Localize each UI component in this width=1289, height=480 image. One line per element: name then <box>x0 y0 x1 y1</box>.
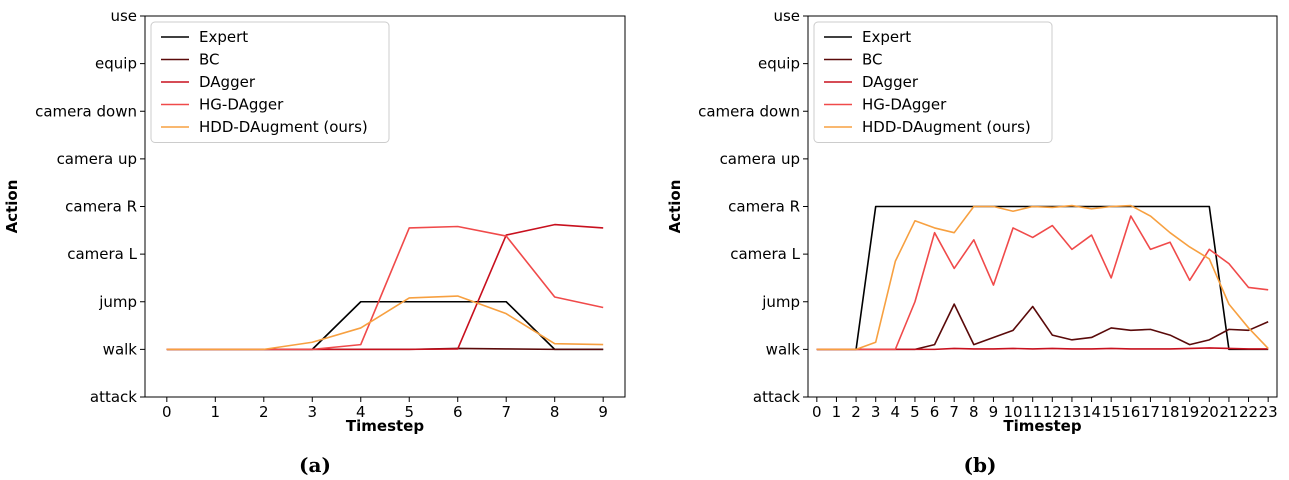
y-tick-label: camera up <box>57 150 137 168</box>
y-tick-label: use <box>773 7 800 25</box>
legend-entry: BC <box>862 51 883 69</box>
legend-entry: BC <box>199 51 220 69</box>
y-tick-label: camera R <box>65 198 137 216</box>
series-line-3 <box>816 215 1269 351</box>
x-tick-label: 9 <box>989 403 999 421</box>
x-tick-label: 1 <box>832 403 842 421</box>
y-tick-label: camera up <box>720 150 800 168</box>
x-tick-label: 19 <box>1180 403 1199 421</box>
y-tick-label: jump <box>98 293 137 311</box>
x-tick-label: 14 <box>1082 403 1101 421</box>
x-tick-label: 22 <box>1239 403 1258 421</box>
x-tick-label: 5 <box>910 403 920 421</box>
x-tick-label: 9 <box>598 403 608 421</box>
legend-entry: HDD-DAugment (ours) <box>199 118 368 136</box>
x-tick-label: 8 <box>550 403 560 421</box>
y-tick-label: attack <box>753 388 800 406</box>
y-axis-label: Action <box>666 180 684 234</box>
x-tick-label: 7 <box>949 403 959 421</box>
series-line-0 <box>166 300 604 351</box>
chart-panel-a: attack walk jump camera L camera R camera up c… <box>3 7 626 477</box>
panel-caption: (a) <box>299 453 331 477</box>
x-tick-label: 13 <box>1062 403 1081 421</box>
series-line-0 <box>816 205 1269 351</box>
x-tick-label: 10 <box>1004 403 1023 421</box>
y-tick-label: camera down <box>698 102 800 120</box>
legend-entry: HDD-DAugment (ours) <box>862 118 1031 136</box>
x-tick-label: 4 <box>356 403 366 421</box>
x-tick-label: 6 <box>453 403 463 421</box>
y-tick-label: camera L <box>67 245 137 263</box>
legend-entry: HG-DAgger <box>862 96 947 114</box>
x-tick-label: 2 <box>851 403 861 421</box>
series-line-4 <box>166 295 604 351</box>
y-tick-label: attack <box>90 388 137 406</box>
x-tick-label: 18 <box>1161 403 1180 421</box>
y-tick-label: walk <box>103 340 138 358</box>
x-tick-label: 6 <box>930 403 940 421</box>
legend-entry: Expert <box>862 28 911 46</box>
x-tick-label: 23 <box>1259 403 1278 421</box>
x-tick-label: 1 <box>211 403 221 421</box>
x-tick-label: 8 <box>969 403 979 421</box>
y-tick-label: walk <box>766 340 801 358</box>
series-line-4 <box>816 204 1269 351</box>
legend <box>150 21 390 143</box>
series-line-3 <box>166 225 604 351</box>
y-tick-label: camera R <box>728 198 800 216</box>
x-tick-label: 16 <box>1121 403 1140 421</box>
x-tick-label: 20 <box>1200 403 1219 421</box>
x-tick-label: 7 <box>501 403 511 421</box>
x-tick-label: 4 <box>891 403 901 421</box>
legend-entry: DAgger <box>199 73 256 91</box>
series-line-1 <box>816 303 1269 351</box>
legend-entry: HG-DAgger <box>199 96 284 114</box>
x-tick-label: 0 <box>162 403 172 421</box>
x-tick-label: 5 <box>404 403 414 421</box>
x-tick-label: 15 <box>1102 403 1121 421</box>
x-tick-label: 3 <box>307 403 317 421</box>
x-tick-label: 2 <box>259 403 269 421</box>
x-axis-label: Timestep <box>1003 417 1081 435</box>
x-tick-label: 12 <box>1043 403 1062 421</box>
y-tick-label: camera L <box>730 245 800 263</box>
legend-entry: Expert <box>199 28 248 46</box>
y-tick-label: equip <box>95 55 137 73</box>
y-tick-label: jump <box>761 293 800 311</box>
x-tick-label: 21 <box>1219 403 1238 421</box>
y-axis-label: Action <box>3 180 21 234</box>
x-tick-label: 11 <box>1023 403 1042 421</box>
x-tick-label: 17 <box>1141 403 1160 421</box>
x-axis-label: Timestep <box>346 417 424 435</box>
y-tick-label: use <box>110 7 137 25</box>
chart-panel-b: attack walk jump camera L camera R camera up c… <box>666 7 1278 477</box>
y-tick-label: camera down <box>35 102 137 120</box>
legend <box>813 21 1053 143</box>
x-tick-label: 0 <box>812 403 822 421</box>
x-tick-label: 3 <box>871 403 881 421</box>
legend-entry: DAgger <box>862 73 919 91</box>
panel-caption: (b) <box>964 453 997 477</box>
y-tick-label: equip <box>758 55 800 73</box>
